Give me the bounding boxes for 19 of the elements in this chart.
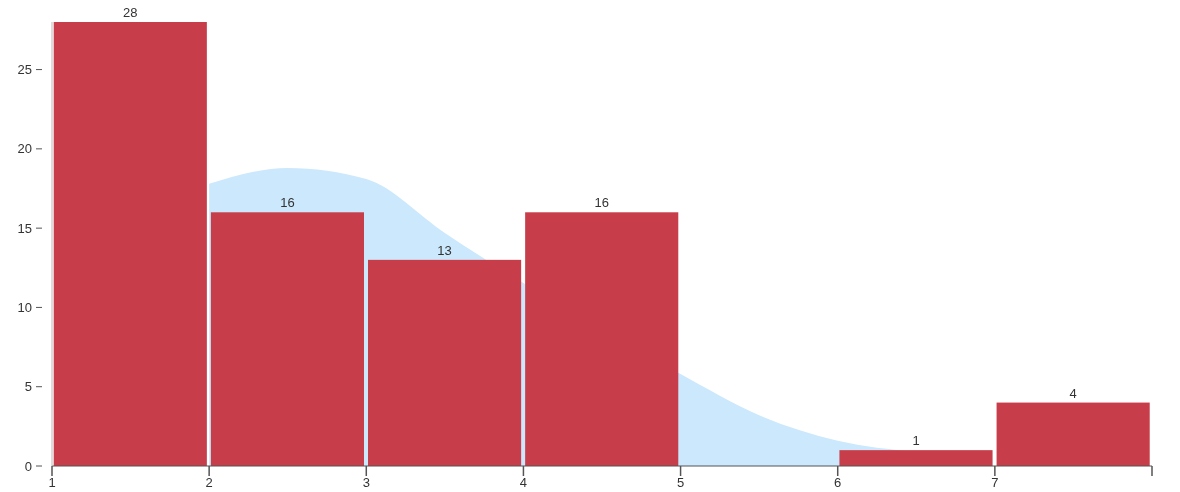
x-tick-label: 2 bbox=[205, 475, 213, 490]
x-tick-label: 6 bbox=[834, 475, 842, 490]
y-tick-label: 5 bbox=[24, 379, 32, 395]
x-tick-label: 7 bbox=[991, 475, 999, 490]
data-label: 4 bbox=[1069, 385, 1077, 401]
data-label: 13 bbox=[437, 242, 452, 258]
x-tick-label: 4 bbox=[519, 475, 528, 490]
x-tick-label: 3 bbox=[362, 475, 370, 490]
data-label: 16 bbox=[594, 195, 609, 211]
y-tick-label: 0 bbox=[24, 458, 32, 474]
y-tick-label: 15 bbox=[17, 220, 32, 236]
y-tick-label: 25 bbox=[17, 62, 32, 78]
y-tick-label: 10 bbox=[17, 299, 32, 315]
data-label: 28 bbox=[123, 5, 138, 20]
x-tick-label: 5 bbox=[676, 475, 685, 490]
y-tick-label: 20 bbox=[17, 141, 32, 157]
data-label: 1 bbox=[912, 433, 920, 449]
x-tick-label: 1 bbox=[48, 475, 56, 490]
data-label: 16 bbox=[280, 195, 295, 211]
